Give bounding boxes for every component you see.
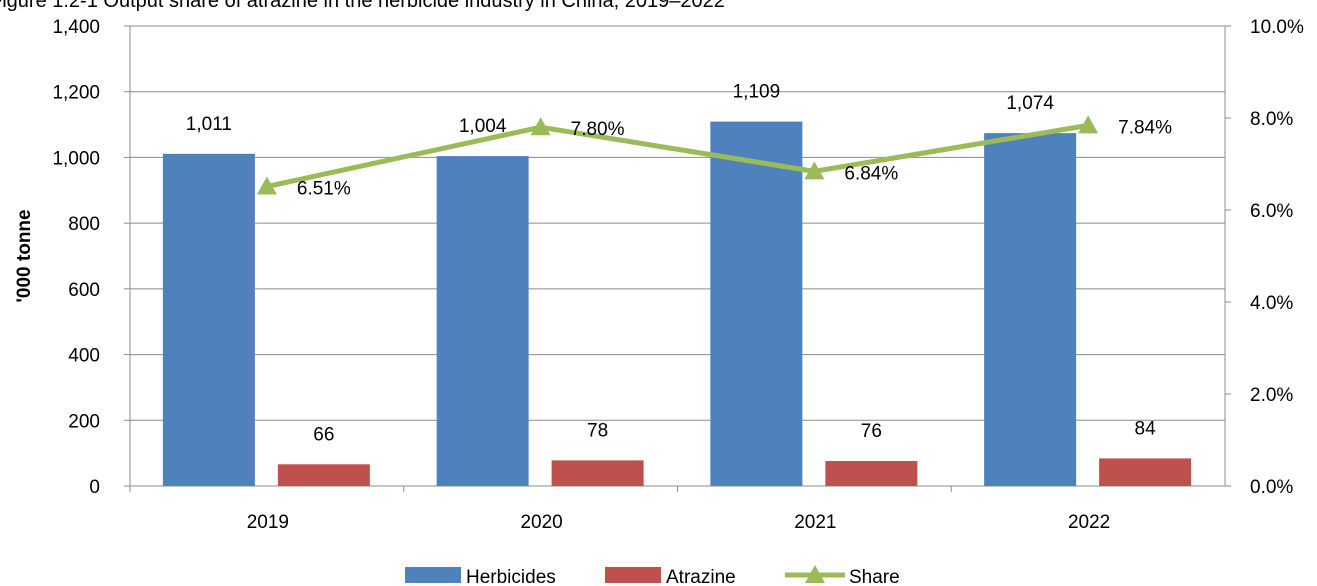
x-tick-label: 2022 (1068, 512, 1110, 533)
atrazine-data-label: 76 (861, 421, 882, 442)
legend-swatch (605, 567, 661, 583)
share-marker (530, 117, 551, 136)
grid (130, 25, 1225, 487)
y-tick-label: 600 (68, 280, 100, 301)
legend-label: Share (849, 567, 900, 586)
herbicides-bar (162, 153, 255, 487)
legend-marker (805, 565, 825, 583)
atrazine-bar (1099, 458, 1192, 486)
atrazine-bar (825, 461, 918, 486)
herbicides-bar (984, 133, 1077, 486)
share-marker (256, 176, 277, 195)
x-tick-label: 2021 (794, 512, 836, 533)
atrazine-bar (551, 460, 644, 486)
atrazine-data-label: 66 (313, 424, 334, 445)
y-tick-label: 200 (68, 411, 100, 432)
herbicides-data-label: 1,011 (186, 114, 232, 135)
share-line-path (266, 122, 1089, 189)
chart-title: Figure 1.2-1 Output share of atrazine in… (0, 0, 725, 12)
share-marker (804, 161, 825, 180)
y-tick-label: 800 (68, 214, 100, 235)
y-tick-label: 0 (89, 477, 100, 498)
y2-tick-label: 2.0% (1250, 385, 1293, 406)
y-axis-label: '000 tonne (14, 209, 35, 302)
y2-tick-label: 8.0% (1250, 109, 1293, 130)
legend-label: Atrazine (666, 567, 736, 586)
y-tick-label: 1,200 (52, 83, 100, 104)
atrazine-data-label: 84 (1135, 418, 1157, 439)
y-tick-label: 400 (68, 346, 100, 367)
share-marker (1078, 115, 1099, 134)
herbicides-bar (436, 156, 529, 486)
legend-label: Herbicides (466, 567, 556, 586)
y2-tick-label: 6.0% (1250, 201, 1293, 222)
y2-tick-label: 10.0% (1250, 17, 1304, 38)
share-data-label: 7.84% (1118, 117, 1172, 138)
atrazine-data-label: 78 (587, 420, 608, 441)
bars (162, 121, 1192, 487)
y2-tick-label: 0.0% (1250, 477, 1293, 498)
atrazine-bar (277, 464, 370, 486)
herbicides-data-label: 1,004 (459, 116, 507, 137)
x-tick-label: 2020 (520, 512, 562, 533)
share-data-label: 6.84% (844, 163, 898, 184)
herbicides-data-label: 1,109 (733, 82, 781, 103)
data-labels: 1,011 66 1,004 78 1,109 76 1,074 84 6.51% 7.80% 6.… (186, 82, 1172, 446)
share-data-label: 7.80% (571, 119, 625, 140)
legend-swatch (405, 567, 461, 583)
y-tick-label: 1,000 (52, 148, 100, 169)
herbicides-data-label: 1,074 (1006, 93, 1054, 114)
legend-item-atrazine: Atrazine (605, 567, 736, 586)
legend-item-share: Share (785, 565, 900, 586)
herbicides-bar (710, 121, 803, 486)
legend-item-herbicides: Herbicides (405, 567, 556, 586)
y-tick-label: 1,400 (52, 17, 100, 38)
x-tick-label: 2019 (247, 512, 289, 533)
legend: Herbicides Atrazine Share (405, 565, 900, 586)
share-data-label: 6.51% (297, 179, 351, 200)
share-line (256, 115, 1099, 195)
y2-tick-label: 4.0% (1250, 293, 1293, 314)
